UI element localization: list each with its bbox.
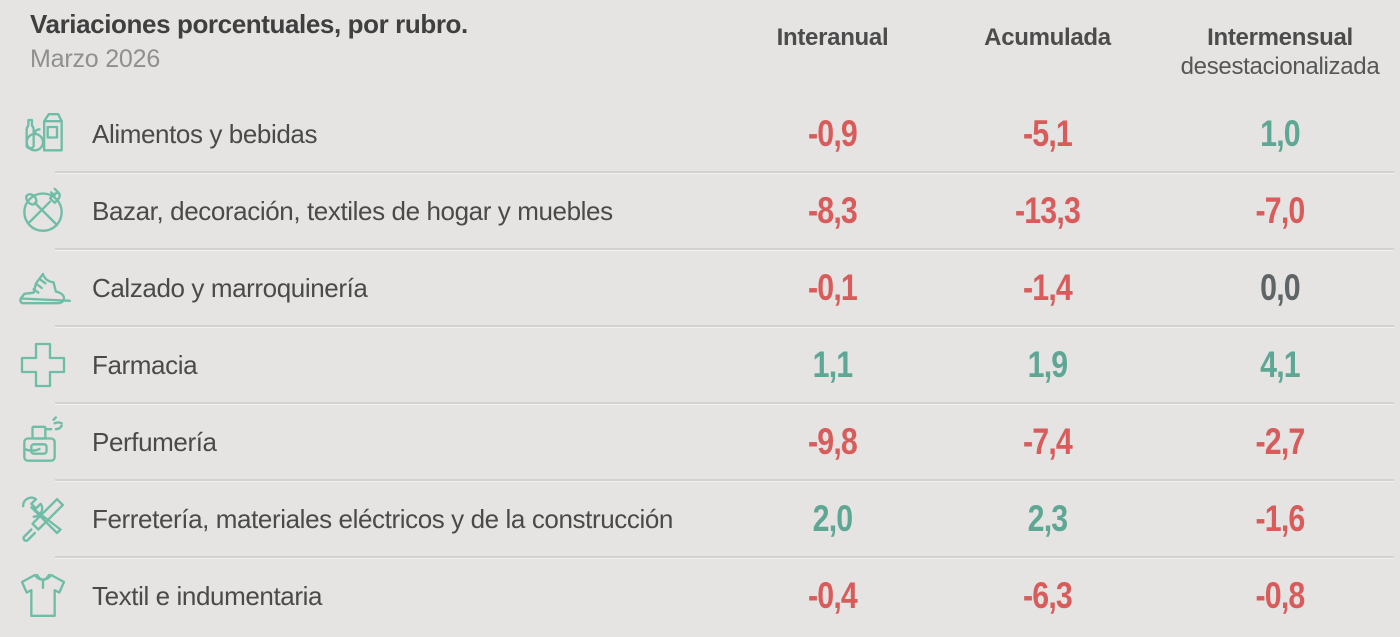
tshirt-icon: [14, 567, 72, 625]
tools-icon: [14, 490, 72, 548]
value-intermensual: -2,7: [1255, 421, 1305, 462]
row-label-cell: Bazar, decoración, textiles de hogar y m…: [0, 182, 730, 240]
table-row: Perfumería -9,8 -7,4 -2,7: [0, 405, 1400, 479]
row-divider: [55, 248, 1394, 251]
row-label-cell: Textil e indumentaria: [0, 567, 730, 625]
value-acumulada: -1,4: [1022, 267, 1073, 308]
column-header-intermensual-line2: desestacionalizada: [1180, 52, 1380, 80]
row-divider: [55, 171, 1394, 174]
perfume-icon: [14, 413, 72, 471]
value-acumulada: -6,3: [1022, 575, 1073, 616]
value-intermensual: 4,1: [1260, 344, 1301, 385]
row-label: Perfumería: [92, 426, 217, 457]
row-label: Calzado y marroquinería: [92, 272, 368, 303]
row-label: Bazar, decoración, textiles de hogar y m…: [92, 195, 613, 226]
column-header-acumulada: Acumulada: [984, 24, 1111, 51]
value-acumulada: 2,3: [1027, 498, 1069, 539]
row-divider: [55, 325, 1394, 328]
row-label: Alimentos y bebidas: [92, 118, 318, 149]
value-acumulada: -7,4: [1022, 421, 1073, 462]
row-label-cell: Calzado y marroquinería: [0, 259, 730, 317]
value-acumulada: -5,1: [1022, 113, 1073, 154]
value-intermensual: -1,6: [1255, 498, 1305, 539]
value-interanual: -0,4: [807, 575, 858, 616]
row-label-cell: Alimentos y bebidas: [0, 105, 730, 163]
row-divider: [55, 556, 1394, 559]
row-divider: [55, 402, 1394, 405]
column-header-intermensual-line1: Intermensual: [1207, 24, 1353, 51]
table-row: Alimentos y bebidas -0,9 -5,1 1,0: [0, 97, 1400, 171]
page-title: Variaciones porcentuales, por rubro.: [30, 9, 468, 39]
table-header: Variaciones porcentuales, por rubro. Mar…: [0, 0, 1400, 97]
value-interanual: -9,8: [807, 421, 858, 462]
table-row: Ferretería, materiales eléctricos y de l…: [0, 482, 1400, 556]
row-label: Textil e indumentaria: [92, 580, 323, 611]
table-row: Calzado y marroquinería -0,1 -1,4 0,0: [0, 251, 1400, 325]
value-interanual: -8,3: [807, 190, 858, 231]
value-intermensual: 0,0: [1260, 267, 1301, 308]
value-intermensual: 1,0: [1260, 113, 1301, 154]
row-label-cell: Perfumería: [0, 413, 730, 471]
table-row: Bazar, decoración, textiles de hogar y m…: [0, 174, 1400, 248]
pharmacy-cross-icon: [14, 336, 72, 394]
value-interanual: 1,1: [812, 344, 854, 385]
table-row: Textil e indumentaria -0,4 -6,3 -0,8: [0, 559, 1400, 633]
title-block: Variaciones porcentuales, por rubro. Mar…: [0, 0, 730, 74]
column-header-interanual: Interanual: [776, 24, 889, 51]
column-header-intermensual: Intermensual desestacionalizada: [1160, 0, 1400, 82]
value-interanual: -0,9: [807, 113, 858, 154]
value-acumulada: 1,9: [1027, 344, 1069, 385]
row-label: Farmacia: [92, 349, 198, 380]
value-intermensual: -0,8: [1255, 575, 1305, 616]
food-and-drinks-icon: [14, 105, 72, 163]
value-interanual: 2,0: [812, 498, 854, 539]
report-period: Marzo 2026: [30, 44, 161, 73]
value-intermensual: -7,0: [1255, 190, 1305, 231]
tableware-icon: [14, 182, 72, 240]
row-label-cell: Ferretería, materiales eléctricos y de l…: [0, 490, 730, 548]
table-row: Farmacia 1,1 1,9 4,1: [0, 328, 1400, 402]
value-acumulada: -13,3: [1014, 190, 1081, 231]
sneaker-icon: [14, 259, 72, 317]
row-label-cell: Farmacia: [0, 336, 730, 394]
row-label: Ferretería, materiales eléctricos y de l…: [92, 503, 673, 534]
value-interanual: -0,1: [807, 267, 858, 308]
row-divider: [55, 479, 1394, 482]
